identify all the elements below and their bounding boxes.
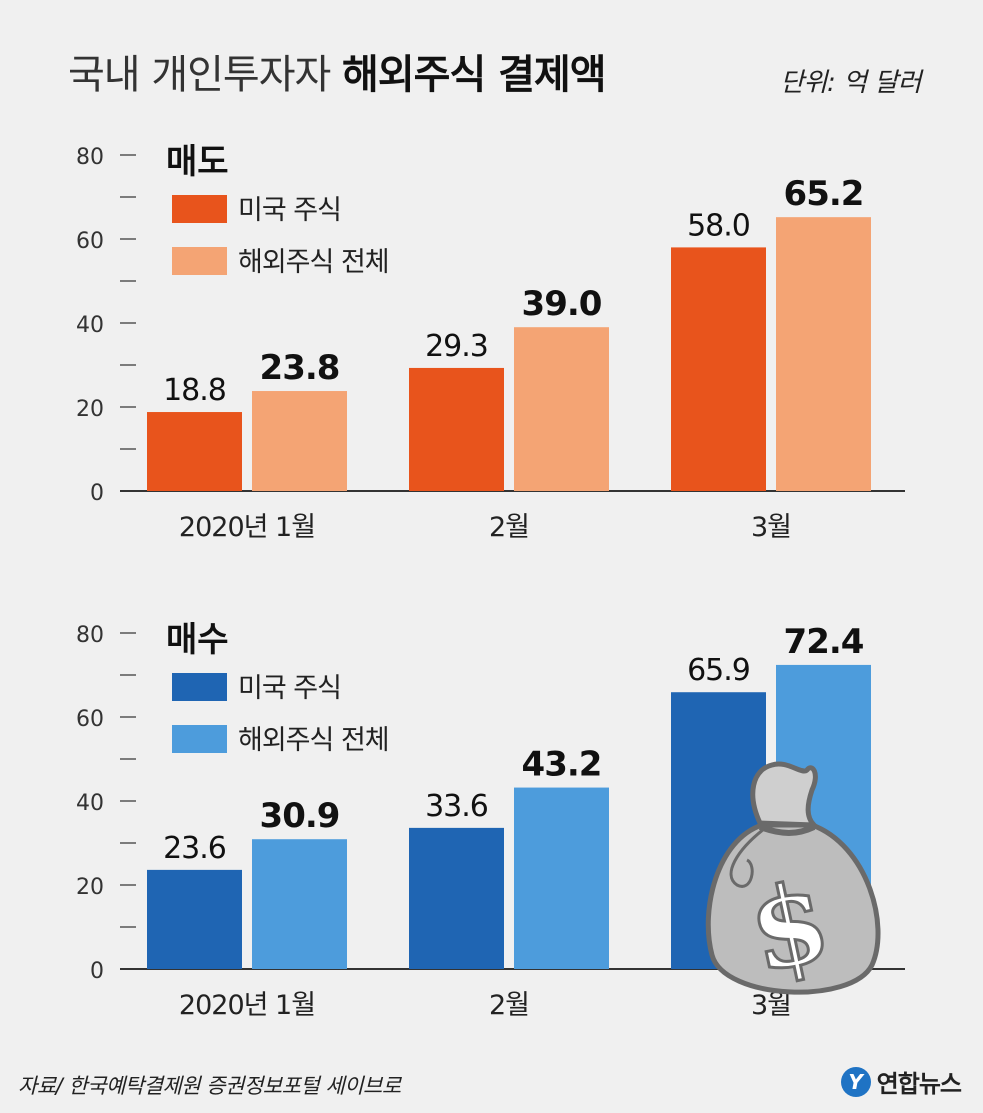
value-label: 65.2 (784, 174, 864, 214)
logo-icon: Y (840, 1066, 871, 1097)
y-tick-label: 20 (76, 397, 104, 422)
y-tick-label: 40 (76, 791, 104, 816)
source-note: 자료/ 한국예탁결제원 증권정보포털 세이브로 (18, 1074, 401, 1098)
buy-chart: 0 20 40 60 80 23.6 30.9 2020년 1월 33.6 43.2 2월 65.9 7… (76, 620, 905, 1021)
unit-label: 단위: 억 달러 (780, 68, 921, 98)
title-light: 국내 개인투자자 (68, 52, 331, 98)
y-tick-label: 80 (76, 145, 104, 170)
legend-swatch (172, 247, 227, 275)
category-label: 2020년 1월 (179, 512, 315, 543)
publisher-logo: Y 연합뉴스 (840, 1064, 962, 1099)
logo-text: 연합뉴스 (876, 1070, 962, 1098)
bar (409, 367, 504, 491)
bar (252, 839, 347, 969)
panel-title: 매수 (166, 620, 229, 660)
y-tick-label: 60 (76, 229, 104, 254)
title-bold: 해외주식 결제액 (342, 52, 607, 98)
legend-label: 미국 주식 (238, 195, 341, 226)
value-label: 30.9 (260, 796, 340, 836)
y-tick-label: 0 (90, 959, 104, 984)
value-label: 39.0 (522, 284, 602, 324)
bar (147, 869, 242, 969)
value-label: 33.6 (425, 789, 488, 824)
bar (409, 827, 504, 969)
y-tick-label: 40 (76, 313, 104, 338)
category-label: 2020년 1월 (179, 990, 315, 1021)
bar (671, 247, 766, 491)
value-label: 29.3 (425, 329, 488, 364)
legend-label: 해외주식 전체 (238, 725, 389, 756)
value-label: 72.4 (784, 622, 864, 662)
value-label: 43.2 (522, 745, 602, 785)
bag-top (750, 761, 821, 828)
bar (252, 391, 347, 491)
panel-title: 매도 (166, 142, 229, 182)
category-label: 2월 (489, 990, 529, 1021)
value-label: 23.8 (260, 348, 340, 388)
y-tick-label: 0 (90, 481, 104, 506)
money-bag-dollar-icon: $ (705, 761, 881, 999)
sell-chart: 0 20 40 60 80 18.8 23.8 2020년 1월 29.3 39.0 2월 58.0 6… (76, 142, 905, 543)
bar (514, 327, 609, 491)
bar (776, 217, 871, 491)
value-label: 65.9 (687, 653, 750, 688)
legend-swatch (172, 673, 227, 701)
category-label: 3월 (751, 512, 791, 543)
bar (147, 412, 242, 491)
category-label: 3월 (751, 990, 791, 1021)
legend-label: 해외주식 전체 (238, 247, 389, 278)
legend-swatch (172, 725, 227, 753)
category-label: 2월 (489, 512, 529, 543)
bag-string (729, 827, 765, 888)
y-tick-label: 60 (76, 707, 104, 732)
value-label: 23.6 (163, 831, 226, 866)
legend-label: 미국 주식 (238, 673, 341, 704)
legend-swatch (172, 195, 227, 223)
page-title: 국내 개인투자자 해외주식 결제액 (68, 42, 607, 100)
bar (514, 787, 609, 969)
y-tick-label: 80 (76, 623, 104, 648)
y-tick-label: 20 (76, 875, 104, 900)
value-label: 58.0 (687, 208, 750, 243)
bag-tie (758, 824, 816, 836)
value-label: 18.8 (163, 373, 226, 408)
